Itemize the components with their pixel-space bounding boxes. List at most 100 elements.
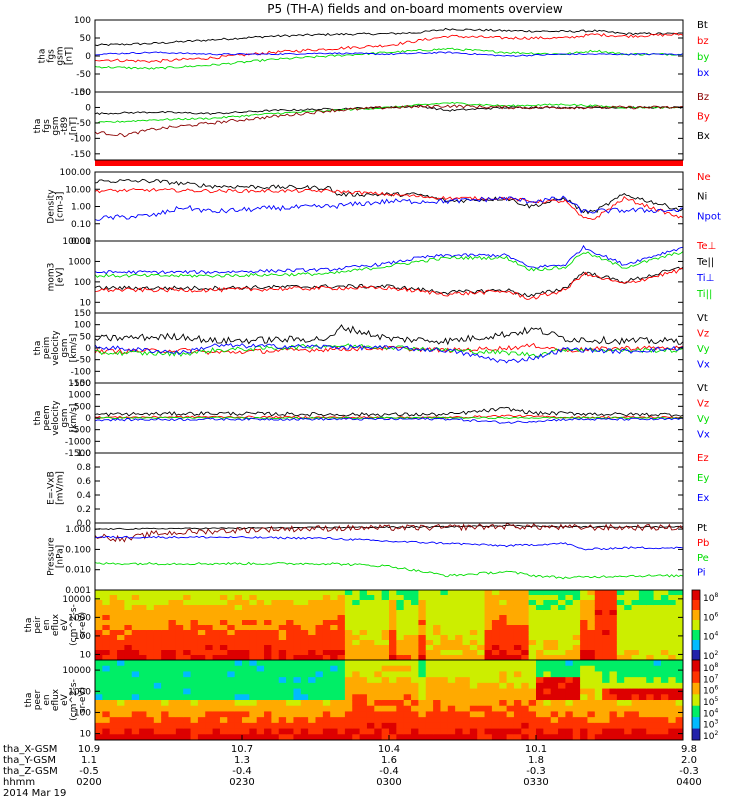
spectrogram-cell [286,688,294,695]
spectrogram-cell [278,590,287,596]
spectrogram-cell [337,705,346,712]
spectrogram-cell [638,682,647,690]
spectrogram-cell [242,610,250,616]
spectrogram-cell [197,650,206,656]
spectrogram-cell [550,700,559,707]
spectrogram-cell [256,722,265,730]
spectrogram-cell [271,694,280,701]
spectrogram-cell [455,665,463,672]
spectrogram-cell [381,620,390,626]
spectrogram-cell [425,682,434,690]
spectrogram-cell [469,625,478,631]
spectrogram-cell [580,590,588,596]
spectrogram-cell [455,635,463,641]
spectrogram-cell [264,615,272,621]
spectrogram-cell [374,682,383,690]
spectrogram-cell [506,645,515,651]
spectrogram-cell [646,734,655,740]
spectrogram-cell [477,711,486,718]
spectrogram-cell [602,677,610,684]
spectrogram-cell [95,625,103,631]
spectrogram-cell [433,728,441,735]
spectrogram-cell [366,640,375,646]
legend-entry-Vy: Vy [697,344,710,355]
spectrogram-cell [469,705,478,712]
spectrogram-cell [513,635,522,641]
spectrogram-cell [536,655,544,660]
spectrogram-cell [594,700,603,707]
spectrogram-cell [381,682,390,690]
spectrogram-cell [352,705,361,712]
legend-entry-Pb: Pb [697,538,709,549]
spectrogram-cell [668,722,677,730]
spectrogram-cell [271,645,280,651]
spectrogram-cell [609,677,618,684]
spectrogram-cell [271,665,280,672]
spectrogram-cell [124,600,133,606]
spectrogram-cell [389,615,397,621]
spectrogram-cell [602,625,610,631]
spectrogram-cell [403,595,412,601]
spectrogram-cell [227,717,236,724]
legend-entry-Vy: Vy [697,414,710,425]
spectrogram-cell [653,615,662,621]
spectrogram-cell [455,677,463,684]
spectrogram-cell [153,728,162,735]
spectrogram-cell [131,620,140,626]
spectrogram-cell [396,671,405,678]
spectrogram-cell [95,595,103,601]
spectrogram-cell [330,655,339,660]
spectrogram-cell [616,711,625,718]
spectrogram-cell [484,590,493,596]
spectrogram-cell [675,625,683,631]
spectrogram-cell [572,677,581,684]
spectrogram-cell [646,728,655,735]
spectrogram-cell [455,688,463,695]
spectrogram-cell [359,645,368,651]
spectrogram-cell [359,700,368,707]
spectrogram-cell [293,625,302,631]
spectrogram-cell [433,615,441,621]
spectrogram-cell [411,660,419,667]
spectrogram-cell [491,717,500,724]
spectrogram-cell [594,722,603,730]
spectrogram-cell [491,671,500,678]
legend-entry-by: by [697,52,709,63]
spectrogram-cell [315,682,324,690]
spectrogram-cell [484,694,493,701]
spectrogram-cell [543,610,552,616]
spectrogram-cell [219,600,228,606]
spectrogram-cell [183,722,192,730]
spectrogram-cell [624,640,633,646]
spectrogram-cell [396,645,405,651]
spectrogram-cell [550,605,559,611]
spectrogram-cell [212,615,221,621]
spectrogram-cell [631,600,640,606]
spectrogram-cell [447,655,456,660]
spectrogram-cell [286,705,294,712]
spectrogram-cell [131,705,140,712]
y-tick-label: 1000 [68,391,91,401]
y-axis-label: peim [42,337,52,360]
spectrogram-cell [264,650,272,656]
spectrogram-cell [528,700,537,707]
y-axis-label: fgs [47,49,57,63]
spectrogram-cell [491,660,500,667]
spectrogram-cell [418,640,427,646]
spectrogram-cell [322,595,331,601]
spectrogram-cell [293,620,302,626]
spectrogram-cell [513,705,522,712]
spectrogram-cell [219,705,228,712]
series-line-Vx [94,417,684,424]
spectrogram-cell [197,645,206,651]
spectrogram-cell [602,694,610,701]
spectrogram-cell [131,694,140,701]
spectrogram-cell [227,671,236,678]
spectrogram-cell [330,682,339,690]
spectrogram-cell [536,728,544,735]
spectrogram-cell [580,615,588,621]
spectrogram-cell [271,700,280,707]
spectrogram-cell [550,677,559,684]
spectrogram-cell [205,722,214,730]
spectrogram-cell [183,615,192,621]
